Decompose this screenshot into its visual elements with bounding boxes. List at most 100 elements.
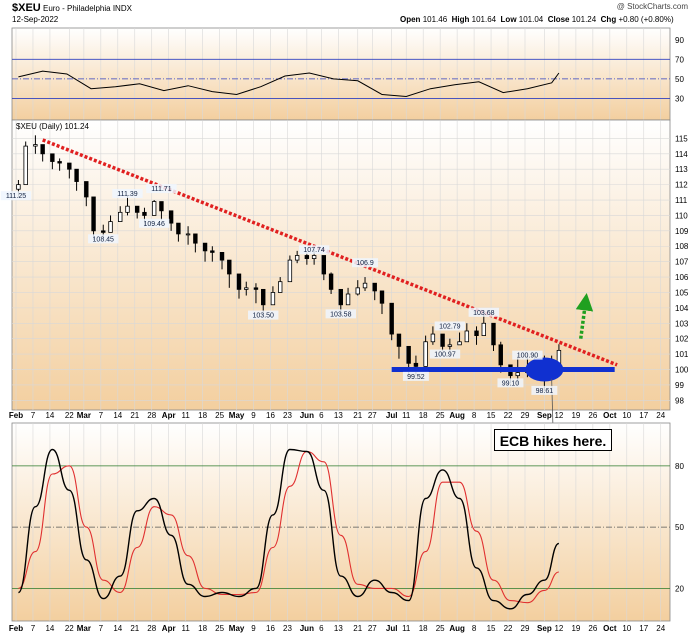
rsi-tick-label: 50: [675, 75, 684, 84]
x-tick-label: May: [229, 411, 245, 420]
x-tick-label: Oct: [603, 411, 617, 420]
rsi-tick-label: 70: [675, 55, 684, 64]
rsi-panel: 30 50 70 90: [11, 27, 684, 121]
chg-label: Chg: [600, 15, 617, 24]
candle-body: [159, 201, 164, 212]
x-tick-label: 27: [368, 624, 377, 633]
candle-body: [491, 322, 496, 346]
rsi-grid: [15, 28, 662, 120]
price-legend: $XEU (Daily) 101.24: [16, 122, 89, 131]
price-label-bg: [88, 234, 119, 244]
price-label-bg: [298, 245, 330, 255]
candle-body: [108, 221, 113, 233]
x-tick-label: 10: [622, 624, 631, 633]
candle-body: [151, 201, 157, 216]
price-tick-label: 115: [675, 134, 688, 143]
x-tick-label: 13: [334, 624, 343, 633]
rsi-tick-label: 30: [675, 94, 684, 103]
x-tick-label: 26: [588, 624, 597, 633]
candle-body: [40, 144, 45, 155]
candle-body: [236, 273, 242, 290]
date-axis-bottom: Feb 7 14 22 Mar 7 14 21 28 Apr 11 18 25 May 9 16 23 Jun 6 1…: [9, 624, 666, 633]
x-tick-label: 21: [353, 624, 362, 633]
candle-body: [338, 288, 343, 306]
price-candles: [16, 135, 562, 392]
price-label-bg: [112, 189, 143, 199]
x-tick-label: 25: [436, 411, 445, 420]
candle-body: [321, 255, 327, 275]
candle-body: [406, 345, 411, 364]
candle-body: [304, 255, 310, 259]
x-tick-label: 7: [99, 624, 104, 633]
price-label-bg: [352, 258, 379, 268]
price-label: 100.97: [434, 352, 456, 359]
candle-body: [50, 153, 55, 162]
symbol: $XEU: [12, 2, 41, 14]
price-tick-label: 103: [675, 319, 689, 328]
price-tick-label: 100: [675, 365, 689, 374]
price-tick-label: 105: [675, 288, 689, 297]
x-tick-label: 12: [554, 624, 563, 633]
stochastic-tick-labels: 20 50 80: [675, 462, 684, 594]
candle-body: [474, 330, 479, 336]
price-tick-label: 109: [675, 227, 689, 236]
candle-body: [287, 259, 293, 283]
x-tick-label: Sep: [537, 624, 552, 633]
price-label: 108.45: [93, 236, 115, 243]
downtrend-line: [42, 138, 618, 367]
credit: @ StockCharts.com: [616, 2, 688, 11]
x-tick-label: 11: [402, 411, 411, 420]
x-tick-label: 24: [656, 411, 665, 420]
stochastic-d-line: [18, 450, 560, 604]
candle-body: [277, 281, 283, 293]
x-tick-label: 10: [622, 411, 631, 420]
candle-body: [16, 184, 21, 190]
x-tick-label: 7: [31, 411, 36, 420]
ohlc-readout: Open 101.46 High 101.64 Low 101.04 Close…: [400, 15, 674, 24]
x-tick-label: 25: [215, 624, 224, 633]
price-label: 111.25: [6, 193, 26, 200]
candle-body: [413, 362, 419, 367]
x-tick-label: 7: [99, 411, 104, 420]
x-tick-label: 12: [554, 411, 563, 420]
price-label-bg: [248, 310, 279, 320]
x-tick-label: 25: [215, 411, 224, 420]
x-tick-label: 23: [283, 624, 292, 633]
price-label-bg: [429, 349, 461, 359]
x-tick-label: 26: [588, 411, 597, 420]
price-panel: 9899100101102103104105106107108109110111…: [0, 119, 689, 430]
instrument-name: Euro - Philadelphia: [42, 4, 111, 13]
candle-body: [244, 287, 249, 290]
price-tick-label: 108: [675, 242, 689, 251]
x-tick-label: 6: [319, 411, 324, 420]
x-tick-label: Jun: [300, 411, 314, 420]
candle-body: [33, 144, 38, 147]
candle-body: [423, 341, 428, 367]
candle-body: [498, 344, 503, 366]
x-tick-label: Sep: [537, 411, 552, 420]
x-tick-label: 13: [334, 411, 343, 420]
stochastic-tick-label: 20: [675, 584, 684, 593]
x-tick-label: 27: [368, 411, 377, 420]
high-value: 101.64: [471, 15, 497, 24]
candle-body: [362, 282, 368, 289]
price-label: 102.79: [439, 324, 461, 331]
x-tick-label: 21: [353, 411, 362, 420]
x-tick-label: 21: [130, 624, 139, 633]
x-tick-label: 14: [113, 411, 122, 420]
price-label: 106.9: [356, 260, 374, 267]
price-tick-label: 110: [675, 211, 688, 220]
x-tick-label: 18: [198, 624, 207, 633]
x-tick-label: 29: [521, 624, 530, 633]
x-tick-label: 25: [436, 624, 445, 633]
price-tick-label: 98: [675, 396, 684, 405]
price-label: 111.39: [117, 191, 137, 198]
price-tick-label: 107: [675, 258, 689, 267]
candle-body: [481, 322, 486, 336]
candle-body: [447, 344, 453, 347]
x-tick-label: 21: [130, 411, 139, 420]
price-tick-label: 114: [675, 150, 688, 159]
x-tick-label: 28: [147, 624, 156, 633]
x-tick-label: Aug: [449, 624, 465, 633]
close-value: 101.24: [571, 15, 597, 24]
